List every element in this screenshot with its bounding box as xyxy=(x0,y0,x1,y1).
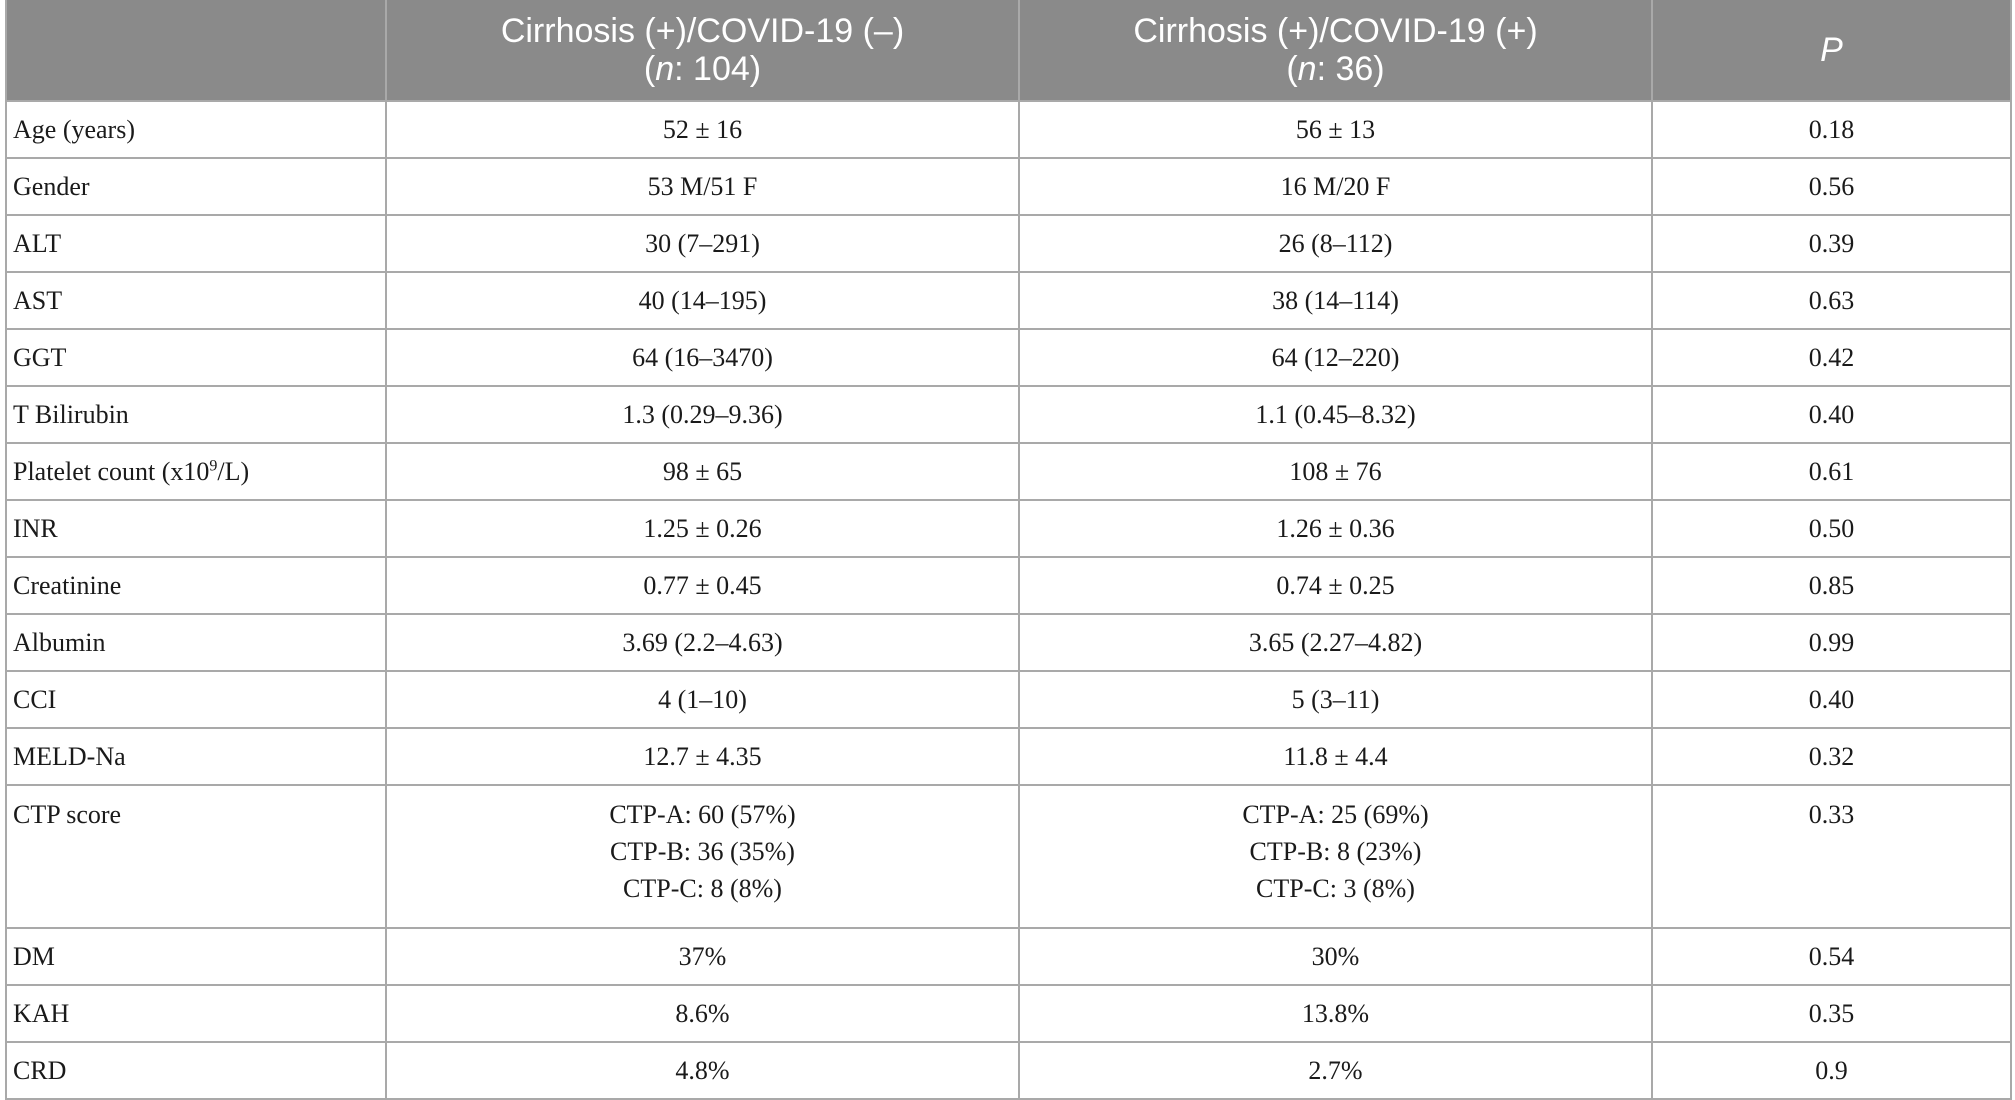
table-row: T Bilirubin 1.3 (0.29–9.36) 1.1 (0.45–8.… xyxy=(5,385,2012,444)
row-label: Gender xyxy=(5,157,387,216)
covid-negative-value: 4.8% xyxy=(385,1041,1020,1100)
covid-negative-value: 8.6% xyxy=(385,984,1020,1043)
baseline-characteristics-table: Cirrhosis (+)/COVID-19 (–) (n: 104) Cirr… xyxy=(5,0,2012,1100)
table-row: INR 1.25 ± 0.26 1.26 ± 0.36 0.50 xyxy=(5,499,2012,558)
row-label: GGT xyxy=(5,328,387,387)
covid-positive-value: 2.7% xyxy=(1018,1041,1653,1100)
row-label: DM xyxy=(5,927,387,986)
table-row: Age (years) 52 ± 16 56 ± 13 0.18 xyxy=(5,100,2012,159)
table-row: KAH 8.6% 13.8% 0.35 xyxy=(5,984,2012,1043)
covid-positive-value: 0.74 ± 0.25 xyxy=(1018,556,1653,615)
covid-negative-value: 0.77 ± 0.45 xyxy=(385,556,1020,615)
table-row-ctp-score: CTP score CTP-A: 60 (57%) CTP-B: 36 (35%… xyxy=(5,784,2012,929)
ctp-c-value: CTP-C: 8 (8%) xyxy=(623,874,782,903)
covid-positive-value: 1.1 (0.45–8.32) xyxy=(1018,385,1653,444)
covid-positive-value: 16 M/20 F xyxy=(1018,157,1653,216)
table-row: AST 40 (14–195) 38 (14–114) 0.63 xyxy=(5,271,2012,330)
p-value: 0.42 xyxy=(1651,328,2012,387)
covid-negative-value: 37% xyxy=(385,927,1020,986)
header-covid-positive-title: Cirrhosis (+)/COVID-19 (+) xyxy=(1133,12,1538,50)
covid-negative-value: 1.25 ± 0.26 xyxy=(385,499,1020,558)
ctp-a-value: CTP-A: 60 (57%) xyxy=(609,800,796,829)
row-label: AST xyxy=(5,271,387,330)
covid-positive-value: 38 (14–114) xyxy=(1018,271,1653,330)
table-row: DM 37% 30% 0.54 xyxy=(5,927,2012,986)
row-label: INR xyxy=(5,499,387,558)
covid-positive-ctp-values: CTP-A: 25 (69%) CTP-B: 8 (23%) CTP-C: 3 … xyxy=(1018,784,1653,929)
header-covid-negative-title: Cirrhosis (+)/COVID-19 (–) xyxy=(500,12,905,50)
covid-positive-value: 30% xyxy=(1018,927,1653,986)
row-label: T Bilirubin xyxy=(5,385,387,444)
p-value: 0.40 xyxy=(1651,385,2012,444)
p-value: 0.61 xyxy=(1651,442,2012,501)
covid-positive-value: 3.65 (2.27–4.82) xyxy=(1018,613,1653,672)
row-label: CTP score xyxy=(5,784,387,929)
covid-positive-value: 1.26 ± 0.36 xyxy=(1018,499,1653,558)
covid-negative-value: 52 ± 16 xyxy=(385,100,1020,159)
covid-positive-value: 11.8 ± 4.4 xyxy=(1018,727,1653,786)
header-row: Cirrhosis (+)/COVID-19 (–) (n: 104) Cirr… xyxy=(5,0,2012,102)
row-label: MELD-Na xyxy=(5,727,387,786)
header-covid-negative: Cirrhosis (+)/COVID-19 (–) (n: 104) xyxy=(385,0,1020,102)
table-row: Gender 53 M/51 F 16 M/20 F 0.56 xyxy=(5,157,2012,216)
table-row: GGT 64 (16–3470) 64 (12–220) 0.42 xyxy=(5,328,2012,387)
covid-negative-value: 98 ± 65 xyxy=(385,442,1020,501)
ctp-b-value: CTP-B: 36 (35%) xyxy=(610,837,795,866)
row-label: ALT xyxy=(5,214,387,273)
covid-positive-value: 26 (8–112) xyxy=(1018,214,1653,273)
covid-positive-value: 5 (3–11) xyxy=(1018,670,1653,729)
table-row: CRD 4.8% 2.7% 0.9 xyxy=(5,1041,2012,1100)
table-row: ALT 30 (7–291) 26 (8–112) 0.39 xyxy=(5,214,2012,273)
header-covid-positive-n: (n: 36) xyxy=(1286,50,1385,88)
covid-negative-value: 3.69 (2.2–4.63) xyxy=(385,613,1020,672)
p-value: 0.18 xyxy=(1651,100,2012,159)
header-covid-positive: Cirrhosis (+)/COVID-19 (+) (n: 36) xyxy=(1018,0,1653,102)
covid-positive-value: 64 (12–220) xyxy=(1018,328,1653,387)
ctp-c-value: CTP-C: 3 (8%) xyxy=(1256,874,1415,903)
covid-negative-value: 30 (7–291) xyxy=(385,214,1020,273)
row-label: Age (years) xyxy=(5,100,387,159)
row-label: CRD xyxy=(5,1041,387,1100)
row-label: CCI xyxy=(5,670,387,729)
header-p-value: P xyxy=(1651,0,2012,102)
table-row: Albumin 3.69 (2.2–4.63) 3.65 (2.27–4.82)… xyxy=(5,613,2012,672)
ctp-b-value: CTP-B: 8 (23%) xyxy=(1249,837,1422,866)
row-label: Creatinine xyxy=(5,556,387,615)
table-row: MELD-Na 12.7 ± 4.35 11.8 ± 4.4 0.32 xyxy=(5,727,2012,786)
p-value: 0.99 xyxy=(1651,613,2012,672)
row-label: Platelet count (x109/L) xyxy=(5,442,387,501)
row-label: KAH xyxy=(5,984,387,1043)
covid-negative-value: 12.7 ± 4.35 xyxy=(385,727,1020,786)
p-value: 0.56 xyxy=(1651,157,2012,216)
p-value: 0.40 xyxy=(1651,670,2012,729)
p-value: 0.54 xyxy=(1651,927,2012,986)
covid-negative-value: 53 M/51 F xyxy=(385,157,1020,216)
superscript-exponent: 9 xyxy=(209,457,218,475)
table-row: Creatinine 0.77 ± 0.45 0.74 ± 0.25 0.85 xyxy=(5,556,2012,615)
row-label: Albumin xyxy=(5,613,387,672)
covid-negative-value: 1.3 (0.29–9.36) xyxy=(385,385,1020,444)
covid-negative-value: 64 (16–3470) xyxy=(385,328,1020,387)
covid-negative-ctp-values: CTP-A: 60 (57%) CTP-B: 36 (35%) CTP-C: 8… xyxy=(385,784,1020,929)
p-value: 0.35 xyxy=(1651,984,2012,1043)
table-row: Platelet count (x109/L) 98 ± 65 108 ± 76… xyxy=(5,442,2012,501)
p-value: 0.32 xyxy=(1651,727,2012,786)
p-value: 0.50 xyxy=(1651,499,2012,558)
ctp-a-value: CTP-A: 25 (69%) xyxy=(1242,800,1429,829)
covid-positive-value: 56 ± 13 xyxy=(1018,100,1653,159)
p-value: 0.39 xyxy=(1651,214,2012,273)
p-value: 0.33 xyxy=(1651,784,2012,929)
covid-positive-value: 108 ± 76 xyxy=(1018,442,1653,501)
p-value: 0.85 xyxy=(1651,556,2012,615)
covid-positive-value: 13.8% xyxy=(1018,984,1653,1043)
header-label-column xyxy=(5,0,387,102)
p-value: 0.9 xyxy=(1651,1041,2012,1100)
header-covid-negative-n: (n: 104) xyxy=(643,50,762,88)
table-row: CCI 4 (1–10) 5 (3–11) 0.40 xyxy=(5,670,2012,729)
covid-negative-value: 40 (14–195) xyxy=(385,271,1020,330)
covid-negative-value: 4 (1–10) xyxy=(385,670,1020,729)
p-value: 0.63 xyxy=(1651,271,2012,330)
